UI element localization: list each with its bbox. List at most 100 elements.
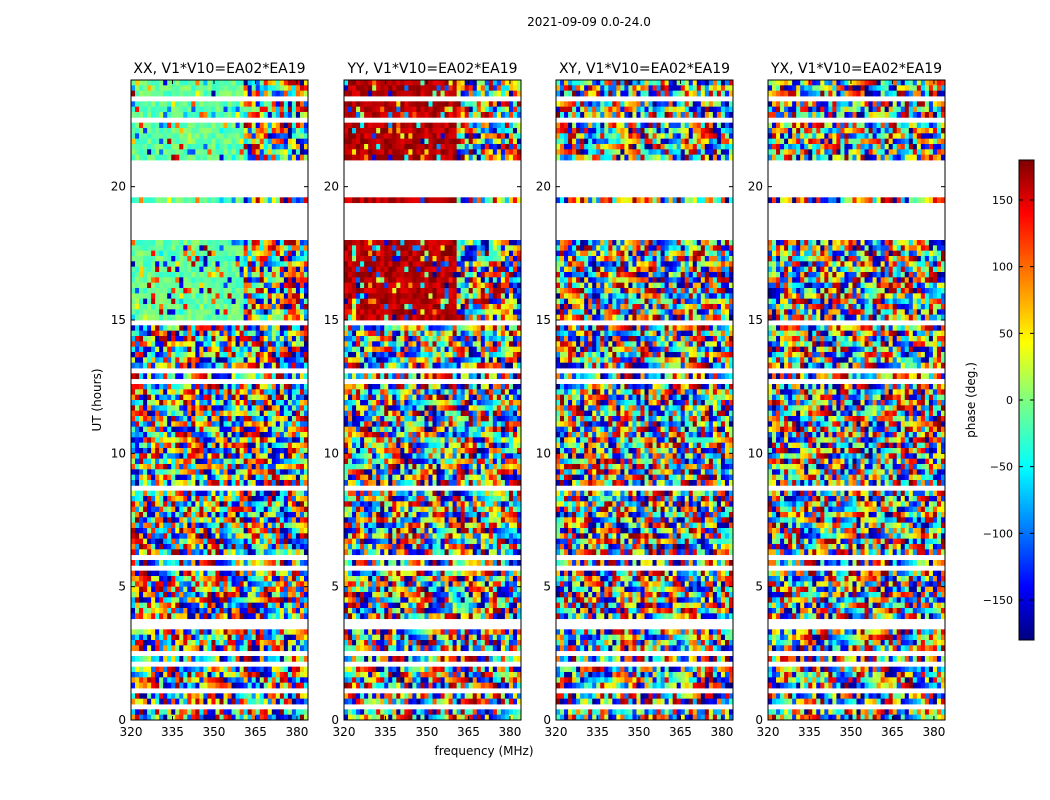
heatmap-cell — [187, 304, 192, 310]
heatmap-cell — [211, 394, 216, 401]
heatmap-cell — [275, 256, 281, 262]
heatmap-cell — [259, 346, 265, 353]
heatmap-cell — [147, 304, 152, 310]
heatmap-cell — [187, 261, 192, 268]
heatmap-cell — [215, 608, 220, 614]
heatmap-cell — [239, 314, 245, 321]
heatmap-cell — [135, 469, 140, 476]
heatmap-cell — [223, 330, 228, 337]
heatmap-cell — [147, 245, 152, 252]
heatmap-cell — [428, 154, 433, 161]
heatmap-cell — [512, 133, 518, 140]
heatmap-cell — [143, 437, 148, 444]
heatmap-cell — [159, 570, 164, 577]
heatmap-cell — [159, 266, 164, 273]
heatmap-cell — [219, 656, 224, 662]
heatmap-cell — [376, 80, 381, 86]
heatmap-cell — [139, 613, 144, 620]
heatmap-cell — [227, 106, 232, 113]
heatmap-cell — [167, 656, 172, 662]
heatmap-cell — [480, 245, 486, 252]
heatmap-cell — [147, 362, 152, 369]
heatmap-cell — [295, 133, 301, 140]
heatmap-cell — [271, 613, 277, 620]
heatmap-cell — [440, 272, 445, 278]
heatmap-cell — [167, 693, 172, 700]
heatmap-cell — [219, 133, 224, 140]
heatmap-cell — [263, 298, 269, 305]
heatmap-cell — [436, 149, 441, 156]
heatmap-cell — [400, 128, 405, 134]
heatmap-cell — [287, 714, 293, 721]
heatmap-cell — [219, 101, 224, 108]
heatmap-cell — [203, 277, 208, 284]
heatmap-cell — [295, 533, 301, 540]
heatmap-cell — [207, 469, 212, 476]
heatmap-cell — [199, 384, 204, 390]
heatmap-cell — [348, 256, 353, 262]
heatmap-cell — [199, 256, 204, 262]
heatmap-cell — [291, 597, 297, 604]
heatmap-cell — [151, 549, 156, 556]
heatmap-cell — [291, 400, 297, 406]
heatmap-cell — [167, 304, 172, 310]
heatmap-cell — [239, 128, 245, 134]
heatmap-cell — [179, 314, 184, 321]
heatmap-cell — [191, 128, 196, 134]
heatmap-cell — [143, 106, 148, 113]
heatmap-cell — [199, 544, 204, 550]
heatmap-cell — [295, 613, 301, 620]
heatmap-cell — [151, 533, 156, 540]
heatmap-cell — [279, 410, 285, 417]
heatmap-cell — [295, 469, 301, 476]
heatmap-cell — [199, 437, 204, 444]
heatmap-cell — [456, 122, 462, 129]
heatmap-cell — [227, 512, 232, 518]
heatmap-cell — [299, 362, 305, 369]
heatmap-cell — [175, 416, 180, 422]
heatmap-cell — [135, 389, 140, 396]
heatmap-cell — [472, 101, 478, 108]
heatmap-cell — [195, 437, 200, 444]
heatmap-cell — [223, 682, 228, 689]
heatmap-cell — [239, 448, 245, 454]
heatmap-cell — [199, 122, 204, 129]
heatmap-cell — [275, 122, 281, 129]
heatmap-cell — [255, 330, 261, 337]
heatmap-cell — [131, 496, 136, 502]
heatmap-cell — [143, 341, 148, 348]
heatmap-cell — [207, 474, 212, 481]
heatmap-cell — [163, 336, 168, 342]
heatmap-cell — [271, 240, 277, 246]
heatmap-cell — [432, 266, 437, 273]
heatmap-cell — [464, 138, 470, 145]
heatmap-cell — [175, 154, 180, 161]
heatmap-cell — [143, 698, 148, 705]
heatmap-cell — [364, 250, 369, 257]
heatmap-cell — [424, 154, 429, 161]
heatmap-cell — [179, 133, 184, 140]
heatmap-cell — [492, 154, 498, 161]
heatmap-cell — [295, 293, 301, 300]
heatmap-cell — [247, 432, 253, 438]
heatmap-cell — [219, 304, 224, 310]
heatmap-cell — [147, 346, 152, 353]
heatmap-cell — [291, 394, 297, 401]
heatmap-cell — [195, 282, 200, 289]
heatmap-cell — [368, 250, 373, 257]
heatmap-cell — [404, 261, 409, 268]
heatmap-cell — [199, 90, 204, 97]
heatmap-cell — [492, 90, 498, 97]
heatmap-cell — [211, 293, 216, 300]
heatmap-cell — [147, 277, 152, 284]
heatmap-cell — [299, 352, 305, 358]
heatmap-cell — [231, 410, 236, 417]
heatmap-cell — [291, 357, 297, 364]
heatmap-cell — [215, 272, 220, 278]
heatmap-cell — [183, 501, 188, 508]
heatmap-cell — [279, 245, 285, 252]
heatmap-cell — [287, 597, 293, 604]
heatmap-cell — [163, 144, 168, 150]
heatmap-cell — [243, 432, 249, 438]
heatmap-cell — [428, 138, 433, 145]
